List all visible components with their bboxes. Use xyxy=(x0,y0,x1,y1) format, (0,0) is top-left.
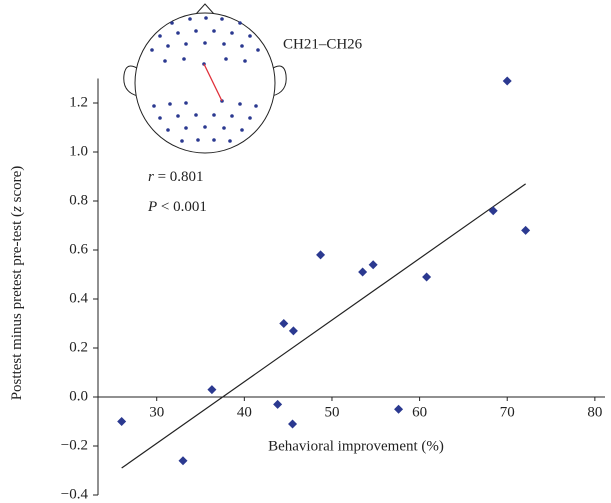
point xyxy=(117,417,126,426)
point xyxy=(289,326,298,335)
stat-p: P < 0.001 xyxy=(147,199,207,215)
point xyxy=(179,456,188,465)
y-tick-label: −0.2 xyxy=(61,437,88,453)
y-tick-label: 0.6 xyxy=(69,241,88,257)
label-part: score) xyxy=(9,166,25,206)
y-tick-label: 0.8 xyxy=(69,192,88,208)
trend-line xyxy=(122,184,526,468)
x-tick-label: 40 xyxy=(237,404,252,420)
stat-symbol: P xyxy=(147,199,157,215)
point xyxy=(273,400,282,409)
point xyxy=(521,226,530,235)
head-outline xyxy=(135,13,275,153)
stat-text: = 0.801 xyxy=(158,169,204,185)
annotation: CH21–CH26 xyxy=(283,36,363,52)
stat-r: r = 0.801 xyxy=(148,169,204,185)
x-tick-label: 30 xyxy=(149,404,164,420)
x-tick-label: 80 xyxy=(587,404,602,420)
y-axis-label: Posttest minus pretest pre-test (z score… xyxy=(9,166,25,401)
y-tick-label: 0.4 xyxy=(69,290,88,306)
point xyxy=(316,250,325,259)
point xyxy=(394,405,403,414)
x-tick-label: 70 xyxy=(500,404,515,420)
y-tick-label: 0.2 xyxy=(69,339,88,355)
page: {"chart_data": {"type": "scatter", "anno… xyxy=(0,0,611,503)
x-tick-label: 50 xyxy=(324,404,339,420)
point xyxy=(207,385,216,394)
label-part: Posttest minus pretest pre-test ( xyxy=(9,212,25,400)
point xyxy=(422,272,431,281)
point xyxy=(279,319,288,328)
point xyxy=(369,260,378,269)
y-tick-label: 0.0 xyxy=(69,388,88,404)
stat-symbol: r xyxy=(148,169,154,185)
head-diagram xyxy=(124,4,286,153)
y-tick-label: 1.0 xyxy=(69,143,88,159)
point xyxy=(503,76,512,85)
x-tick-label: 60 xyxy=(412,404,427,420)
stat-text: < 0.001 xyxy=(161,199,207,215)
y-tick-label: −0.4 xyxy=(61,486,89,502)
x-axis-label: Behavioral improvement (%) xyxy=(268,438,444,454)
chart: CH21–CH26 r = 0.801 P < 0.001 Behavioral… xyxy=(0,0,611,503)
point xyxy=(288,419,297,428)
point xyxy=(358,268,367,277)
y-tick-label: 1.2 xyxy=(69,94,88,110)
point xyxy=(489,206,498,215)
